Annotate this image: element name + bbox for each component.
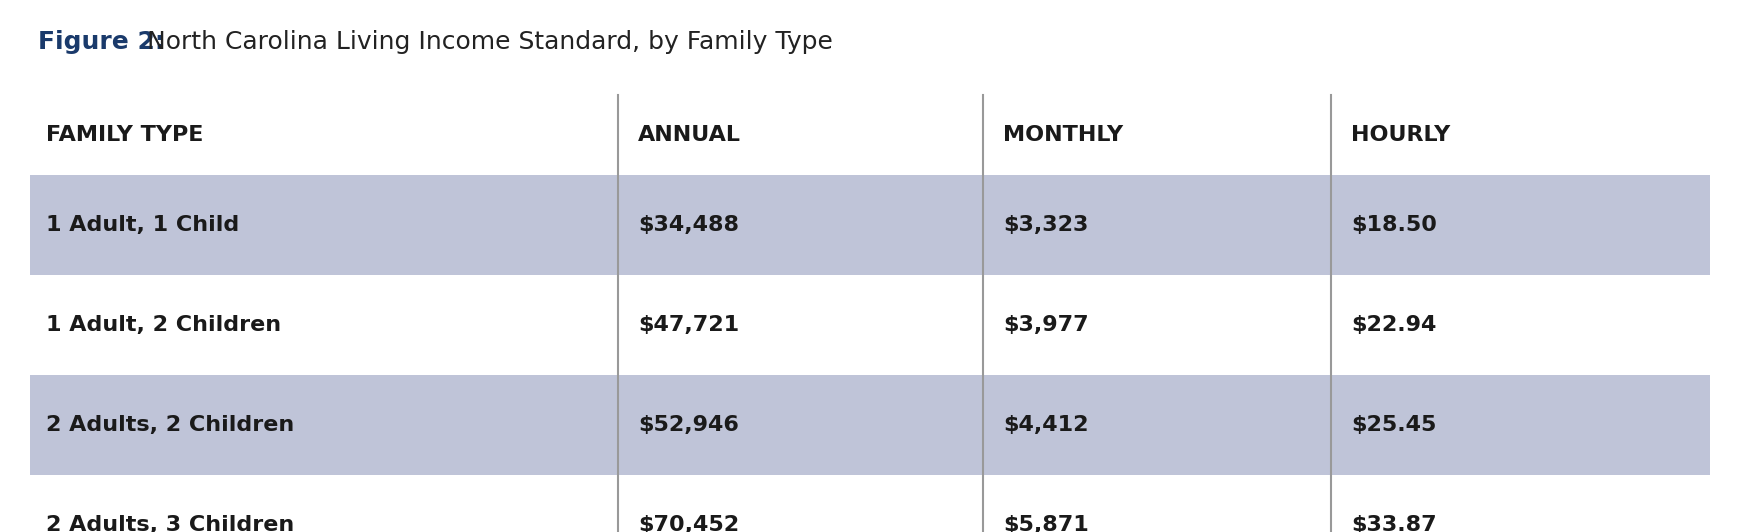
Text: FAMILY TYPE: FAMILY TYPE: [47, 125, 203, 145]
Text: $4,412: $4,412: [1003, 415, 1089, 435]
Bar: [30, 175, 1709, 275]
Text: 2 Adults, 2 Children: 2 Adults, 2 Children: [47, 415, 294, 435]
Text: $70,452: $70,452: [638, 515, 739, 532]
Text: Figure 2:: Figure 2:: [38, 30, 165, 54]
Text: $52,946: $52,946: [638, 415, 739, 435]
Text: 1 Adult, 1 Child: 1 Adult, 1 Child: [47, 215, 240, 235]
Text: $33.87: $33.87: [1351, 515, 1436, 532]
Bar: [30, 375, 1709, 475]
Text: $5,871: $5,871: [1003, 515, 1089, 532]
Text: $18.50: $18.50: [1351, 215, 1436, 235]
Text: $25.45: $25.45: [1351, 415, 1436, 435]
Text: $34,488: $34,488: [638, 215, 739, 235]
Text: $22.94: $22.94: [1351, 315, 1436, 335]
Text: ANNUAL: ANNUAL: [638, 125, 741, 145]
Text: 2 Adults, 3 Children: 2 Adults, 3 Children: [47, 515, 294, 532]
Text: MONTHLY: MONTHLY: [1003, 125, 1123, 145]
Text: $47,721: $47,721: [638, 315, 739, 335]
Text: $3,977: $3,977: [1003, 315, 1089, 335]
Text: North Carolina Living Income Standard, by Family Type: North Carolina Living Income Standard, b…: [139, 30, 833, 54]
Text: 1 Adult, 2 Children: 1 Adult, 2 Children: [47, 315, 282, 335]
Text: HOURLY: HOURLY: [1351, 125, 1450, 145]
Text: $3,323: $3,323: [1003, 215, 1089, 235]
